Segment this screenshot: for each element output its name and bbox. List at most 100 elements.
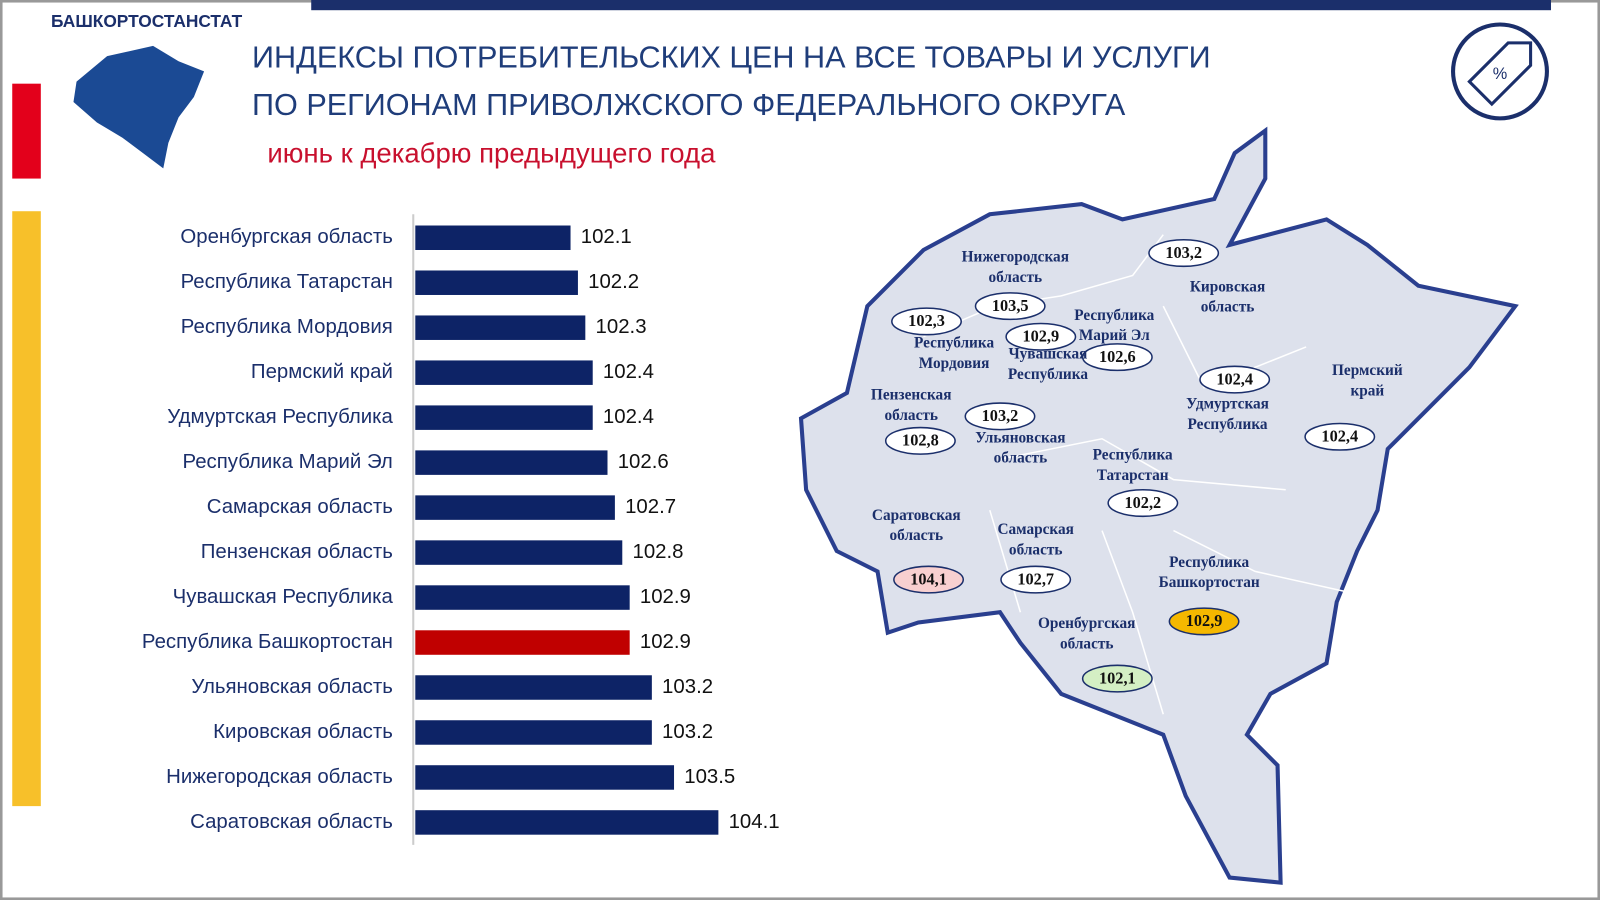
region-name: область (989, 269, 1043, 286)
region-name: Республика (1169, 554, 1249, 571)
region-name: область (884, 407, 938, 424)
region-value: 102,7 (1017, 569, 1054, 588)
region-name: область (994, 450, 1048, 467)
category-label: Оренбургская область (180, 226, 392, 248)
region-name: Республика (914, 334, 994, 351)
bar (415, 765, 675, 790)
category-label: Саратовская область (190, 811, 393, 833)
value-badge (1304, 422, 1376, 451)
region-name: Саратовская (872, 507, 961, 524)
region-name: область (1009, 542, 1063, 559)
value-label: 103.2 (662, 721, 713, 743)
bar (415, 810, 719, 835)
category-label: Чувашская Республика (173, 586, 394, 608)
subtitle: июнь к декабрю предыдущего года (267, 137, 716, 168)
region-name: Республика (1188, 416, 1268, 433)
region-name: Республика (1074, 307, 1154, 324)
value-badge (1107, 489, 1179, 518)
value-label: 102.9 (640, 586, 691, 608)
region-name: Нижегородская (962, 249, 1069, 266)
region-name: область (1060, 635, 1114, 652)
red-stripe (12, 83, 41, 179)
bar (415, 495, 615, 520)
value-label: 103.5 (684, 766, 735, 788)
region-name: область (890, 527, 944, 544)
icon: % (1451, 22, 1549, 121)
region-name: Башкортостан (1159, 574, 1260, 591)
bar (415, 630, 630, 655)
region-name: Республика (1093, 447, 1173, 464)
value-label: 103.2 (662, 676, 713, 698)
bar (415, 315, 586, 340)
svg-text:%: % (1493, 65, 1508, 83)
region-name: Пермский (1332, 362, 1403, 379)
region-name: область (1201, 299, 1255, 316)
region-value: 102,2 (1124, 493, 1161, 512)
region-name: Марий Эл (1079, 327, 1150, 344)
value-badge (1168, 607, 1240, 636)
region-value: 102,6 (1099, 347, 1136, 366)
bar (415, 450, 608, 475)
bar (415, 405, 593, 430)
bar (415, 225, 571, 250)
region-name: Удмуртская (1186, 396, 1269, 413)
logo-map (73, 45, 205, 169)
bar (415, 270, 578, 295)
value-label: 102.6 (618, 451, 669, 473)
value-badge (884, 426, 956, 455)
region-borders (923, 234, 1348, 715)
category-label: Удмуртская Республика (167, 406, 393, 428)
region-value: 104,1 (910, 569, 947, 588)
region-value: 103,5 (992, 296, 1029, 315)
value-label: 102.4 (603, 361, 654, 383)
value-badge (974, 292, 1046, 321)
region-value: 103,2 (982, 406, 1019, 425)
region-name: Пензенская (871, 386, 952, 403)
category-label: Пермский край (251, 361, 393, 383)
value-badge (1081, 664, 1153, 693)
value-badge (891, 307, 962, 336)
org-name: БАШКОРТОСТАНСТАТ (51, 11, 243, 31)
category-label: Республика Татарстан (181, 271, 393, 293)
category-label: Ульяновская область (191, 676, 392, 698)
value-badge (964, 402, 1036, 431)
value-badge (1005, 322, 1077, 351)
region-value: 102,9 (1022, 327, 1059, 346)
value-label: 102.1 (581, 226, 632, 248)
region-value: 102,9 (1186, 611, 1223, 630)
bar (415, 720, 652, 745)
category-label: Республика Марий Эл (182, 451, 392, 473)
value-badge (1081, 343, 1153, 372)
region-value: 103,2 (1165, 243, 1202, 262)
value-label: 104.1 (729, 811, 780, 833)
value-label: 102.7 (625, 496, 676, 518)
top-bar (311, 0, 1552, 11)
region-name: Республика (1008, 366, 1088, 383)
region-name: край (1350, 382, 1384, 399)
value-label: 102.3 (596, 316, 647, 338)
value-badge (1148, 239, 1220, 268)
title-line: ПО РЕГИОНАМ ПРИВОЛЖСКОГО ФЕДЕРАЛЬНОГО ОК… (252, 88, 1126, 122)
region-name: Оренбургская (1038, 615, 1135, 632)
region-name: Татарстан (1097, 467, 1169, 484)
category-label: Пензенская область (201, 541, 393, 563)
region-value: 102,1 (1099, 668, 1136, 687)
category-label: Нижегородская область (166, 766, 393, 788)
value-label: 102.9 (640, 631, 691, 653)
region-name: Самарская (997, 521, 1073, 538)
value-label: 102.2 (588, 271, 639, 293)
category-label: Республика Башкортостан (142, 631, 393, 653)
value-badge (893, 565, 965, 594)
category-label: Самарская область (207, 496, 393, 518)
region-value: 102,4 (1216, 369, 1253, 388)
title-line: ИНДЕКСЫ ПОТРЕБИТЕЛЬСКИХ ЦЕН НА ВСЕ ТОВАР… (252, 40, 1211, 74)
value-badge (1000, 565, 1072, 594)
yellow-stripe (12, 211, 41, 807)
region-name: Кировская (1190, 278, 1265, 295)
region-value: 102,4 (1321, 427, 1358, 446)
region-value: 102,3 (908, 311, 945, 330)
region-name: Ульяновская (975, 429, 1065, 446)
bar (415, 540, 623, 565)
bar (415, 360, 593, 385)
